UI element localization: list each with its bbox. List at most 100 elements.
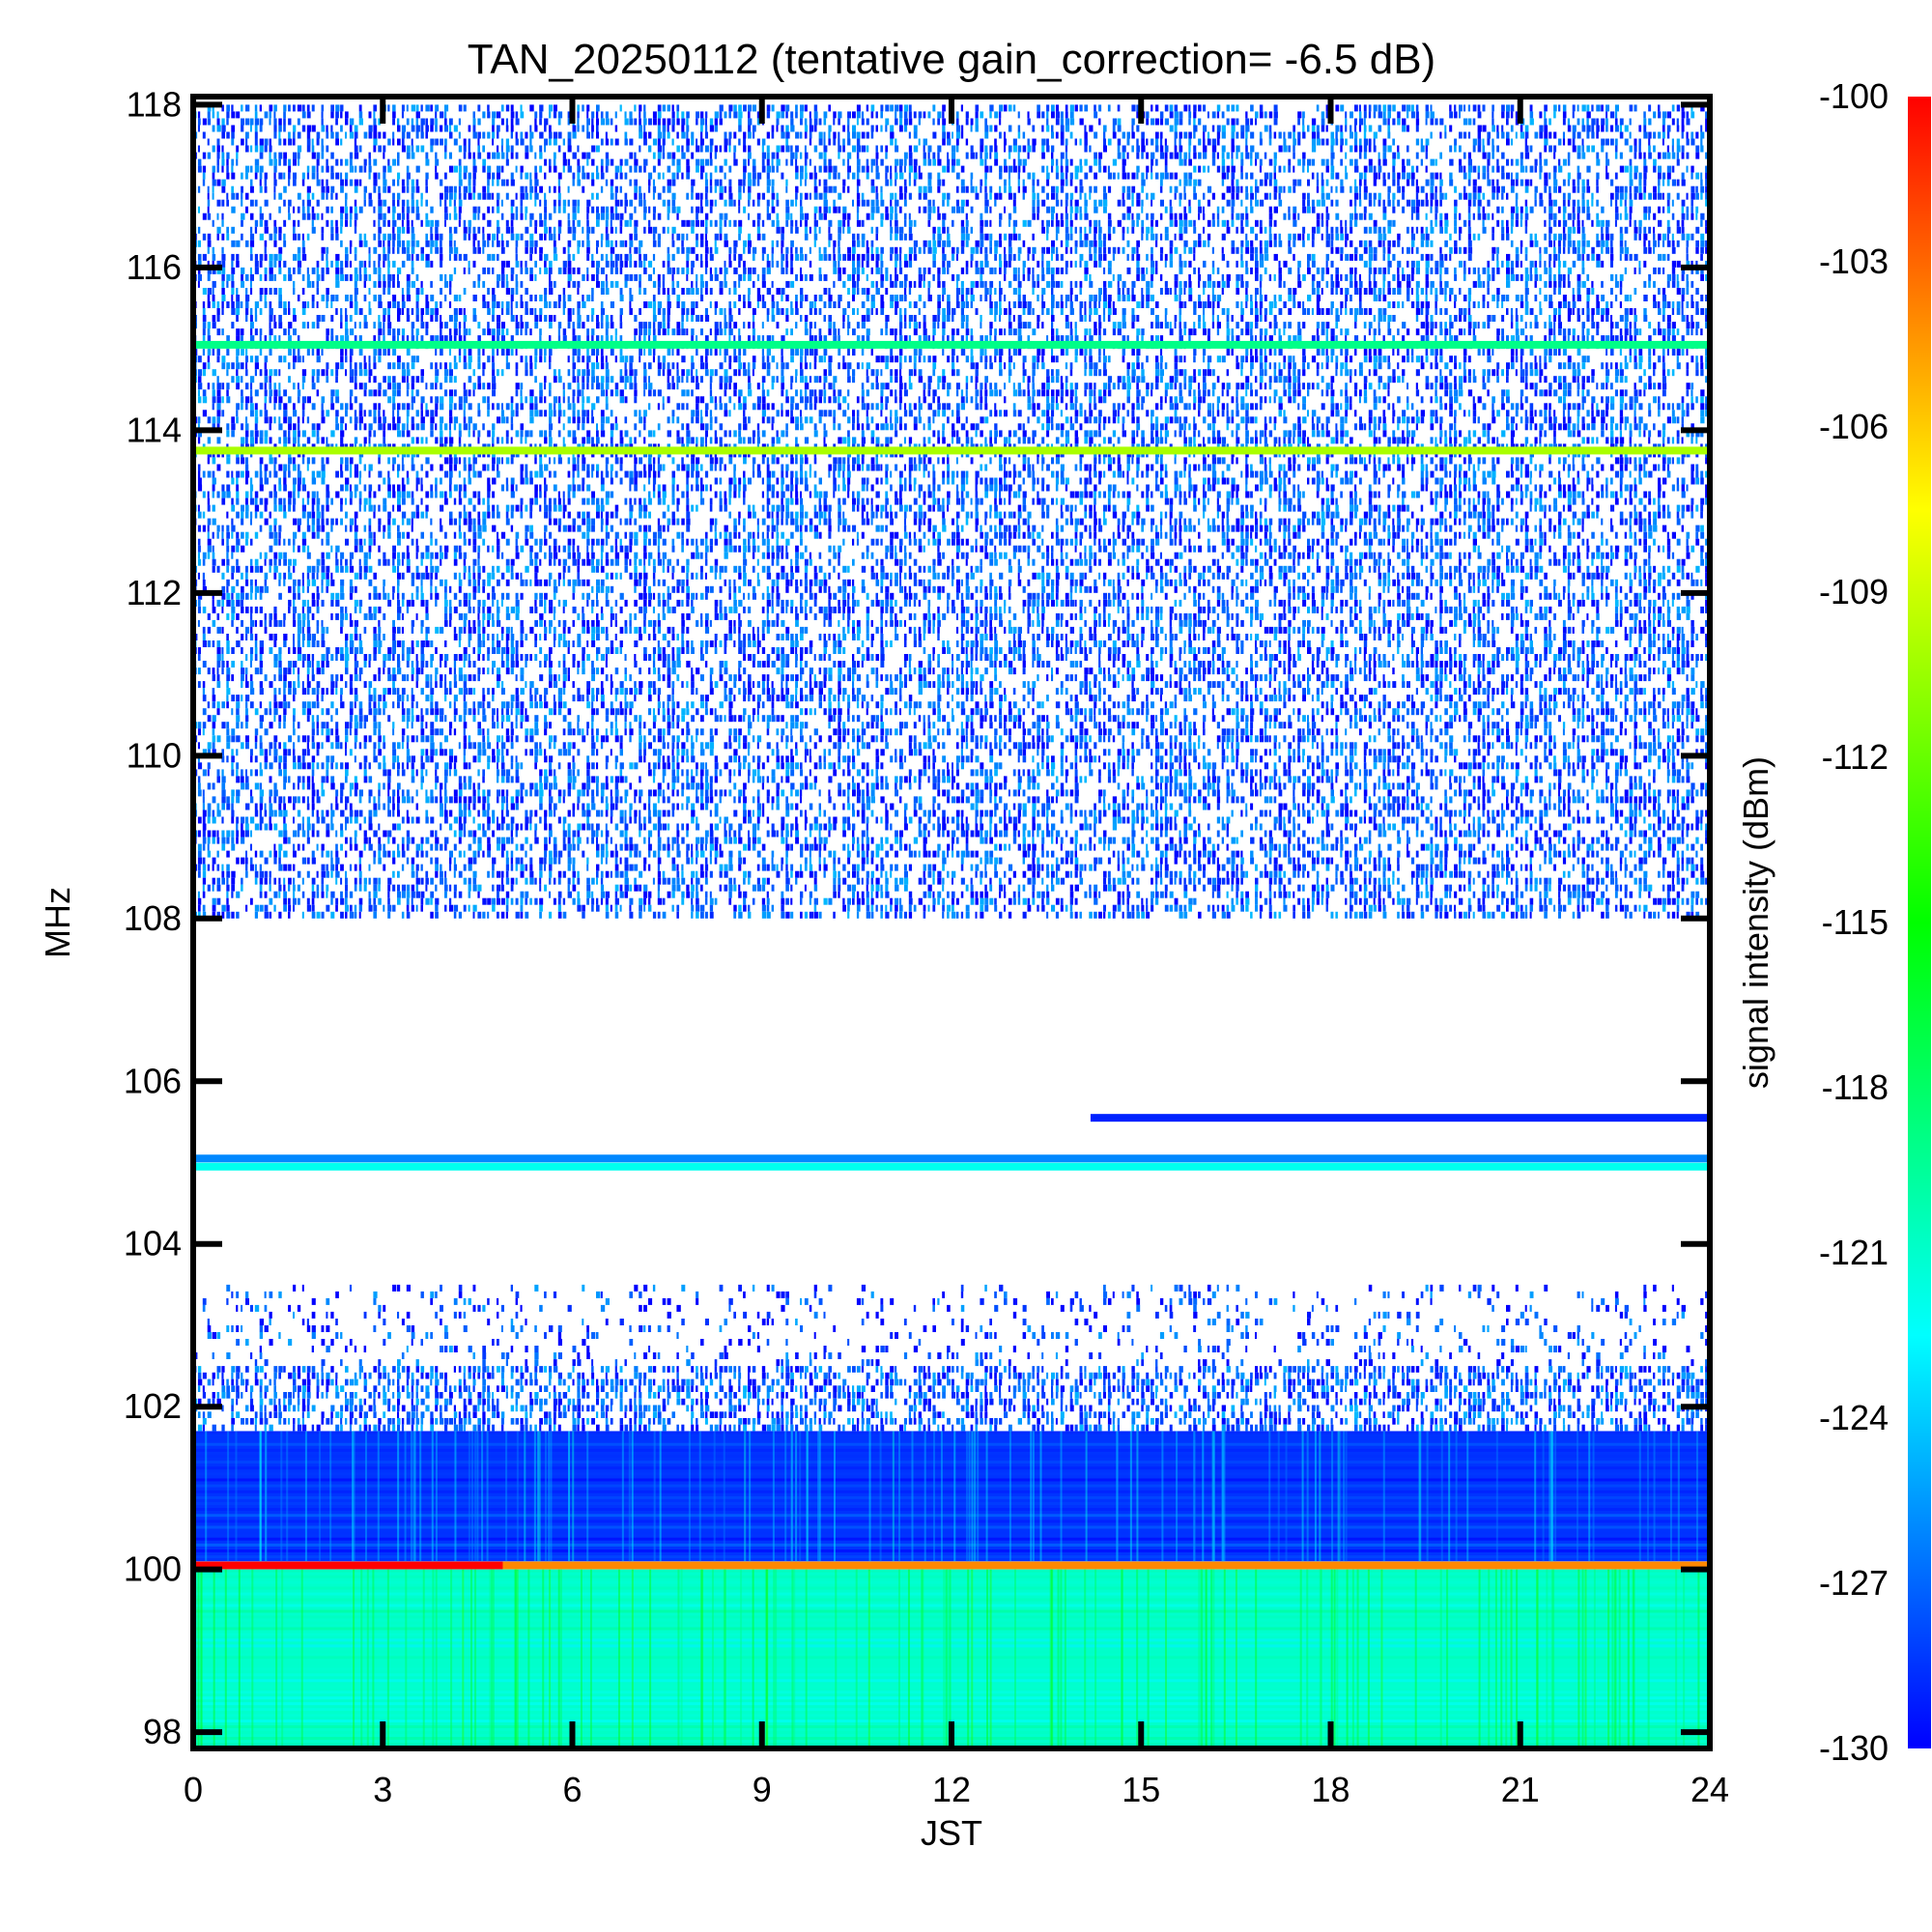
noise-cell xyxy=(301,749,307,756)
noise-cell xyxy=(392,219,397,227)
noise-cell xyxy=(529,125,532,132)
noise-cell xyxy=(254,904,260,912)
noise-cell xyxy=(453,253,458,261)
noise-cell xyxy=(354,661,359,668)
noise-cell xyxy=(448,585,452,593)
noise-cell xyxy=(254,654,258,661)
noise-cell xyxy=(430,416,435,424)
noise-cell xyxy=(249,125,252,132)
noise-cell xyxy=(448,864,452,871)
noise-cell xyxy=(216,708,220,716)
noise-cell xyxy=(534,599,537,607)
noise-cell xyxy=(544,158,547,166)
noise-cell xyxy=(383,701,387,709)
noise-cell xyxy=(448,511,453,519)
noise-cell xyxy=(293,131,296,139)
noise-cell xyxy=(349,273,353,281)
noise-cell xyxy=(335,735,340,743)
noise-cell xyxy=(482,626,486,634)
noise-cell xyxy=(458,396,463,404)
noise-cell xyxy=(306,803,310,810)
noise-cell xyxy=(415,877,420,885)
noise-cell xyxy=(269,701,271,709)
noise-cell xyxy=(216,315,220,322)
noise-cell xyxy=(430,484,434,492)
noise-cell xyxy=(316,810,319,817)
noise-cell xyxy=(245,864,248,871)
noise-cell xyxy=(321,185,326,193)
noise-cell xyxy=(453,531,457,539)
noise-cell xyxy=(425,410,430,417)
noise-cell xyxy=(440,383,442,390)
noise-cell xyxy=(420,315,424,322)
noise-cell xyxy=(397,668,402,675)
noise-cell xyxy=(472,592,476,600)
noise-cell xyxy=(321,213,324,220)
noise-cell xyxy=(293,668,296,675)
noise-cell xyxy=(283,260,287,268)
noise-cell xyxy=(397,884,400,892)
noise-cell xyxy=(378,647,382,654)
noise-cell xyxy=(340,457,344,465)
noise-cell xyxy=(283,904,287,912)
noise-cell xyxy=(515,877,518,885)
noise-cell xyxy=(378,145,382,153)
noise-cell xyxy=(420,877,424,885)
noise-cell xyxy=(249,518,252,526)
noise-cell xyxy=(202,823,207,831)
noise-cell xyxy=(301,776,305,783)
noise-cell xyxy=(497,457,500,465)
noise-cell xyxy=(330,545,333,553)
noise-cell xyxy=(254,315,258,322)
noise-cell xyxy=(440,518,442,526)
noise-cell xyxy=(378,803,381,810)
noise-cell xyxy=(321,572,326,580)
noise-cell xyxy=(278,226,282,234)
noise-cell xyxy=(273,782,277,790)
noise-cell xyxy=(497,199,499,207)
noise-cell xyxy=(411,335,415,343)
noise-cell xyxy=(321,104,325,112)
noise-cell xyxy=(510,125,514,132)
noise-cell xyxy=(354,884,357,892)
noise-cell xyxy=(435,749,438,756)
noise-cell xyxy=(293,681,296,689)
noise-cell xyxy=(297,634,300,640)
noise-cell xyxy=(335,688,338,696)
noise-cell xyxy=(505,152,509,159)
noise-cell xyxy=(269,619,272,627)
noise-cell xyxy=(306,125,312,132)
noise-cell xyxy=(525,504,528,512)
noise-cell xyxy=(482,213,486,220)
noise-cell xyxy=(301,511,306,519)
noise-cell xyxy=(406,131,411,139)
noise-cell xyxy=(231,816,235,824)
noise-cell xyxy=(241,118,245,126)
noise-cell xyxy=(510,837,514,844)
noise-cell xyxy=(458,654,463,661)
noise-cell xyxy=(520,911,524,919)
noise-cell xyxy=(212,545,214,553)
noise-cell xyxy=(468,708,472,716)
noise-cell xyxy=(311,267,316,274)
noise-cell xyxy=(321,504,325,512)
noise-cell xyxy=(306,518,309,526)
noise-cell xyxy=(269,545,273,553)
noise-cell xyxy=(515,246,518,254)
noise-cell xyxy=(259,870,264,878)
noise-cell xyxy=(316,315,321,322)
noise-cell xyxy=(306,857,310,865)
noise-cell xyxy=(335,104,340,112)
noise-cell xyxy=(368,125,373,132)
noise-cell xyxy=(392,410,395,417)
noise-cell xyxy=(463,152,467,159)
noise-cell xyxy=(520,233,524,241)
noise-cell xyxy=(397,138,401,146)
noise-cell xyxy=(358,558,361,566)
noise-cell xyxy=(378,708,382,716)
noise-cell xyxy=(472,850,477,858)
noise-cell xyxy=(425,233,428,241)
noise-cell xyxy=(492,572,496,580)
noise-cell xyxy=(477,246,481,254)
noise-cell xyxy=(316,531,320,539)
